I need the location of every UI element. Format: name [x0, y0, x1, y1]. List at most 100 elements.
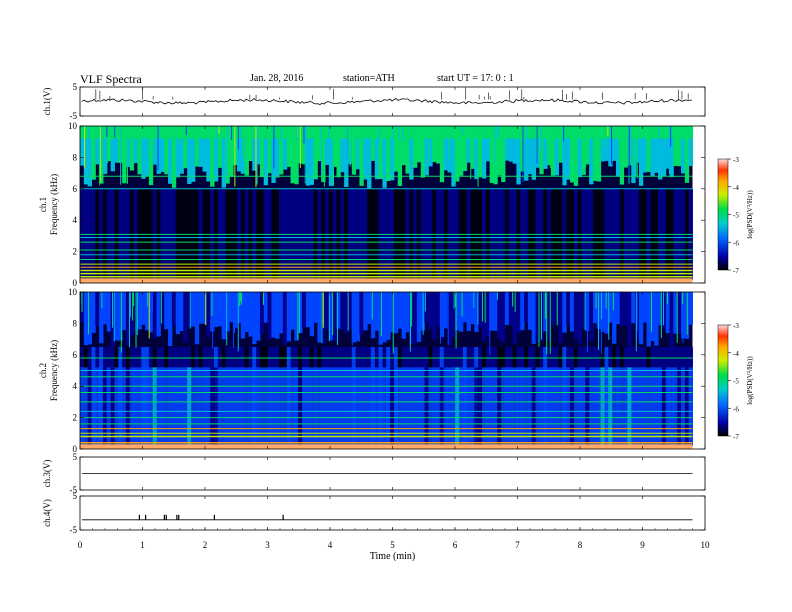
dense-column [604, 367, 609, 446]
dense-column [152, 367, 158, 446]
hiss-top [263, 126, 269, 139]
hiss-column [439, 126, 445, 183]
hiss-column [393, 126, 399, 172]
dense-column [168, 367, 173, 446]
hiss-top [669, 126, 674, 139]
dense-column [382, 367, 387, 446]
hiss-column [600, 292, 605, 332]
hiss-column [87, 292, 92, 345]
hiss-column [623, 126, 628, 168]
dense-column [627, 367, 632, 446]
dense-column [325, 367, 330, 446]
dense-column [535, 367, 540, 446]
hiss-column [443, 126, 448, 171]
hiss-column [202, 292, 207, 324]
hiss-column [294, 292, 299, 341]
hiss-column [424, 126, 429, 176]
dense-column [133, 367, 138, 446]
dense-column [175, 367, 181, 446]
hiss-column [248, 126, 253, 162]
dense-column [501, 367, 506, 446]
hiss-column [589, 126, 594, 185]
dense-column [527, 367, 533, 446]
hiss-column [527, 292, 533, 330]
dense-column [458, 367, 464, 446]
hiss-column [489, 126, 494, 184]
hiss-column [302, 292, 307, 328]
hiss-column [148, 292, 154, 333]
hiss-column [596, 126, 602, 182]
hiss-top [317, 126, 322, 139]
hiss-column [275, 126, 280, 178]
hiss-column [612, 126, 617, 161]
dense-column [363, 367, 368, 446]
hiss-column [168, 126, 173, 184]
x-tick-label: 1 [140, 540, 145, 550]
hiss-column [547, 292, 552, 341]
hiss-column [95, 126, 100, 165]
hiss-top [566, 126, 571, 139]
dense-column [217, 367, 223, 446]
dense-column [562, 367, 567, 446]
hiss-column [359, 292, 364, 335]
hiss-column [535, 126, 540, 168]
hiss-column [221, 126, 226, 188]
hiss-top [325, 126, 330, 139]
hiss-column [137, 292, 142, 330]
hiss-top [282, 126, 288, 139]
hiss-top [516, 126, 521, 139]
dense-column [397, 367, 403, 446]
hiss-top [432, 126, 437, 139]
hiss-column [508, 126, 514, 162]
hiss-top [390, 126, 395, 139]
hiss-column [673, 292, 678, 334]
dense-column [156, 367, 161, 446]
dense-column [497, 367, 502, 446]
hiss-top [382, 126, 387, 139]
dense-column [210, 367, 215, 446]
hiss-top [474, 126, 479, 139]
dense-column [344, 367, 349, 446]
x-tick-label: 9 [640, 540, 645, 550]
hiss-column [179, 292, 184, 331]
hiss-column [604, 126, 609, 161]
dense-column [478, 367, 483, 446]
hiss-column [627, 292, 632, 347]
dense-column [489, 367, 494, 446]
hiss-top [221, 126, 226, 139]
hiss-top [267, 126, 272, 139]
hiss-column [615, 292, 621, 325]
dense-column [466, 367, 471, 446]
hiss-top [589, 126, 594, 139]
hiss-top [106, 126, 112, 139]
hiss-column [168, 292, 173, 346]
hiss-top [619, 126, 625, 139]
colorbar-label: log(PSD(V²/Hz)) [746, 356, 754, 405]
dense-column [99, 367, 104, 446]
dense-column [183, 367, 188, 446]
hiss-column [286, 126, 292, 167]
hiss-column [501, 126, 506, 183]
dense-column [508, 367, 514, 446]
dense-column [638, 367, 644, 446]
x-tick-label: 4 [328, 540, 333, 550]
hiss-column [458, 292, 464, 332]
hiss-column [520, 126, 525, 172]
hiss-column [302, 126, 307, 165]
colorbar-tick-label: -7 [733, 433, 739, 441]
dense-column [612, 367, 617, 446]
dense-column [573, 367, 579, 446]
hiss-column [642, 126, 648, 173]
hiss-column [413, 292, 418, 345]
hiss-top [290, 126, 295, 139]
dense-column [87, 367, 92, 446]
hiss-column [558, 292, 563, 343]
hiss-top [141, 126, 146, 139]
hiss-top [600, 126, 605, 139]
panel-ch3_voltage [79, 456, 706, 491]
dense-column [661, 367, 667, 446]
hiss-column [665, 292, 671, 334]
hiss-top [183, 126, 188, 139]
dense-column [520, 367, 525, 446]
panel-ch1_spectrogram [79, 125, 731, 284]
